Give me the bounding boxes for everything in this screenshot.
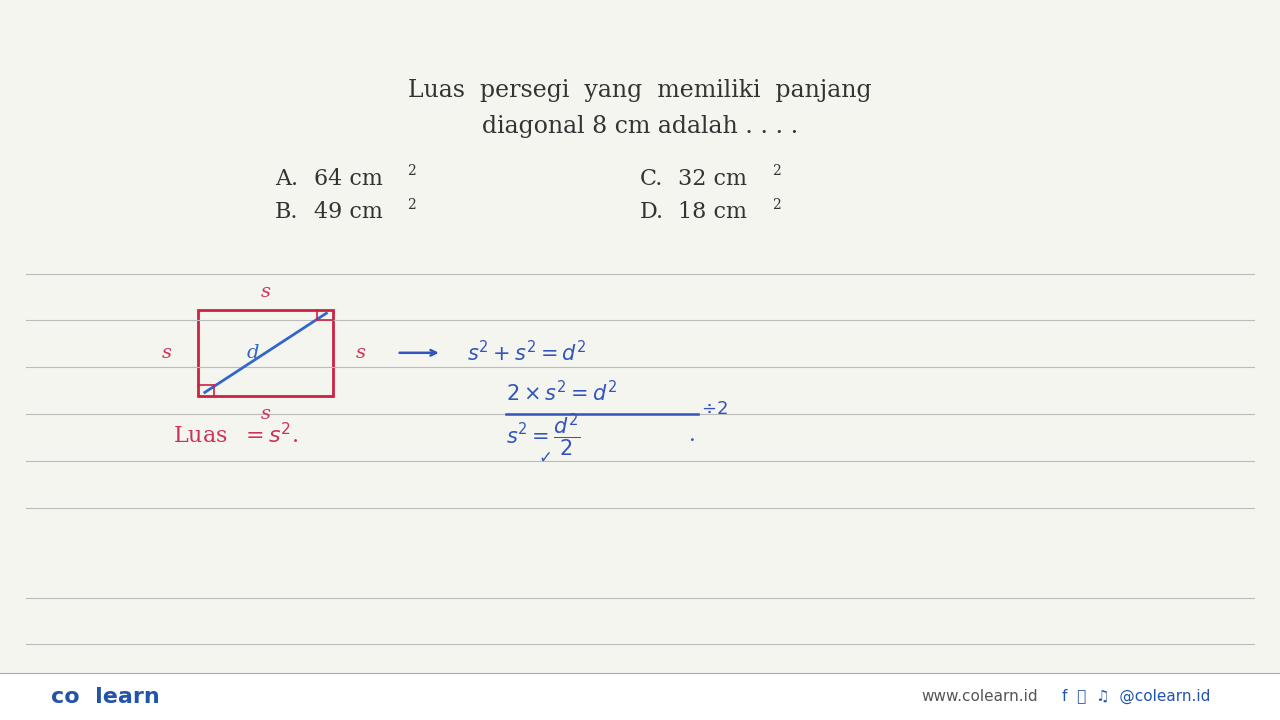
Text: D.: D. — [640, 202, 664, 223]
Text: s: s — [356, 344, 366, 362]
Text: 32 cm: 32 cm — [678, 168, 748, 189]
Text: diagonal 8 cm adalah . . . .: diagonal 8 cm adalah . . . . — [481, 114, 799, 138]
Text: 2: 2 — [407, 164, 416, 179]
Text: d: d — [247, 344, 259, 362]
Text: co  learn: co learn — [51, 687, 160, 706]
Text: A.: A. — [275, 168, 298, 189]
Text: Luas  persegi  yang  memiliki  panjang: Luas persegi yang memiliki panjang — [408, 78, 872, 102]
Text: 49 cm: 49 cm — [314, 202, 383, 223]
Text: s: s — [161, 344, 172, 362]
Text: 64 cm: 64 cm — [314, 168, 383, 189]
Text: $\checkmark$: $\checkmark$ — [538, 449, 550, 466]
Text: 2: 2 — [772, 164, 781, 179]
Text: 18 cm: 18 cm — [678, 202, 748, 223]
Text: 2: 2 — [772, 198, 781, 212]
Bar — [198, 310, 333, 396]
Text: B.: B. — [275, 202, 298, 223]
Text: s: s — [261, 405, 270, 423]
Text: $2 \times s^2 = d^2$: $2 \times s^2 = d^2$ — [506, 380, 617, 405]
Text: $s^2 = \dfrac{d^2}{2}$: $s^2 = \dfrac{d^2}{2}$ — [506, 412, 580, 459]
Text: s: s — [261, 282, 270, 301]
Text: $\div 2$: $\div 2$ — [701, 400, 728, 418]
Text: C.: C. — [640, 168, 663, 189]
Bar — [0, 673, 1280, 720]
Text: $s^2 + s^2 = d^2$: $s^2 + s^2 = d^2$ — [467, 341, 586, 366]
Text: 2: 2 — [407, 198, 416, 212]
Text: f  ⓞ  ♫  @colearn.id: f ⓞ ♫ @colearn.id — [1062, 689, 1211, 704]
Text: .: . — [689, 426, 695, 445]
Text: Luas  $= s^2$.: Luas $= s^2$. — [173, 423, 298, 448]
Text: www.colearn.id: www.colearn.id — [922, 689, 1038, 704]
